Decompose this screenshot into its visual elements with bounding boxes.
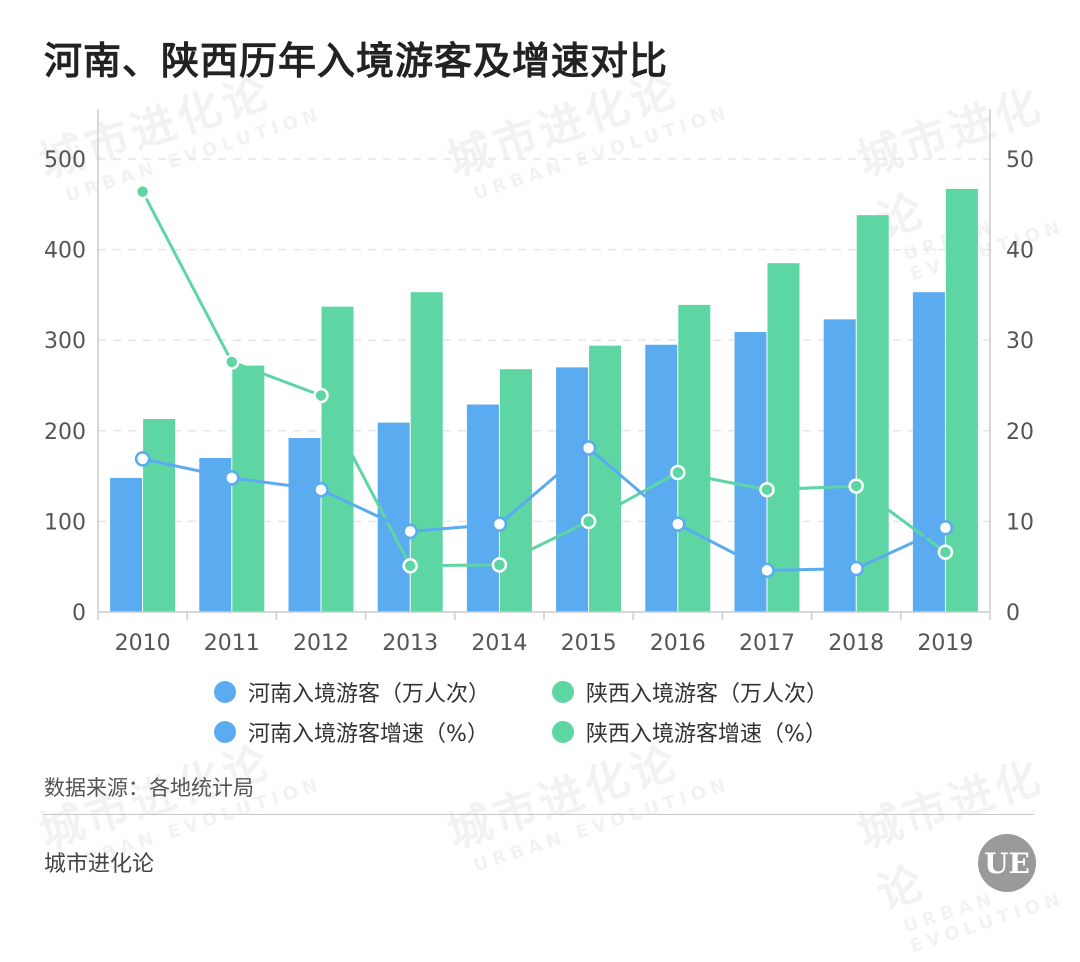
x-tick-label: 2018 bbox=[828, 631, 884, 656]
point-shaanxi-growth bbox=[580, 513, 597, 530]
point-shaanxi-growth bbox=[848, 478, 864, 494]
point-shaanxi-growth bbox=[224, 354, 240, 370]
point-shaanxi-growth bbox=[491, 557, 508, 573]
point-shaanxi-growth bbox=[670, 464, 686, 481]
footer-divider bbox=[44, 814, 1034, 815]
line-shaanxi-growth bbox=[141, 190, 947, 568]
y-left-tick-label: 0 bbox=[72, 601, 86, 626]
bar-shaanxi-visitors bbox=[767, 263, 800, 612]
bar-shaanxi-visitors bbox=[321, 306, 354, 612]
point-henan-growth bbox=[848, 560, 864, 577]
x-tick-label: 2019 bbox=[917, 631, 973, 656]
bar-shaanxi-visitors bbox=[499, 369, 532, 612]
x-tick-label: 2014 bbox=[471, 631, 527, 656]
bar-shaanxi-visitors bbox=[678, 304, 711, 612]
brand-name: 城市进化论 bbox=[44, 852, 155, 877]
bar-henan-visitors bbox=[466, 404, 499, 612]
legend-item-henan-visitors: 河南入境游客（万人次） bbox=[214, 676, 490, 708]
x-tick-label: 2016 bbox=[650, 631, 706, 656]
x-tick-label: 2015 bbox=[561, 631, 617, 656]
legend-dot-icon bbox=[214, 721, 236, 743]
legend-dot-icon bbox=[214, 681, 236, 703]
legend-label: 河南入境游客（万人次） bbox=[248, 682, 491, 707]
bar-henan-visitors bbox=[110, 477, 143, 612]
legend-item-shaanxi-growth: 陕西入境游客增速（%） bbox=[552, 716, 827, 748]
bar-shaanxi-visitors bbox=[589, 345, 622, 612]
point-henan-growth bbox=[670, 516, 686, 532]
y-right-tick-label: 50 bbox=[1006, 148, 1034, 173]
point-henan-growth bbox=[134, 451, 151, 467]
bar-shaanxi-visitors bbox=[856, 215, 889, 612]
point-henan-growth bbox=[313, 481, 329, 498]
bar-henan-visitors bbox=[645, 344, 678, 612]
data-source: 数据来源：各地统计局 bbox=[44, 776, 254, 800]
chart-title: 河南、陕西历年入境游客及增速对比 bbox=[44, 39, 669, 83]
legend-label: 陕西入境游客增速（%） bbox=[586, 722, 827, 747]
point-shaanxi-growth bbox=[759, 481, 775, 498]
bar-shaanxi-visitors bbox=[410, 292, 443, 612]
legend-dot-icon bbox=[552, 721, 574, 743]
point-henan-growth bbox=[491, 516, 508, 532]
x-tick-label: 2010 bbox=[115, 631, 171, 656]
point-henan-growth bbox=[937, 519, 954, 536]
y-right-tick-label: 10 bbox=[1006, 510, 1034, 535]
point-shaanxi-growth bbox=[134, 183, 151, 200]
point-henan-growth bbox=[402, 523, 418, 540]
x-tick-label: 2013 bbox=[382, 631, 438, 656]
point-shaanxi-growth bbox=[313, 387, 329, 404]
point-henan-growth bbox=[759, 562, 775, 579]
x-tick-label: 2011 bbox=[204, 631, 260, 656]
legend-label: 河南入境游客增速（%） bbox=[248, 722, 489, 747]
point-shaanxi-growth bbox=[937, 544, 954, 560]
bar-henan-visitors bbox=[912, 292, 945, 612]
legend-item-henan-growth: 河南入境游客增速（%） bbox=[214, 716, 489, 748]
bar-henan-visitors bbox=[823, 319, 856, 612]
x-tick-label: 2017 bbox=[739, 631, 795, 656]
legend-label: 陕西入境游客（万人次） bbox=[586, 682, 829, 707]
y-right-tick-label: 0 bbox=[1006, 601, 1020, 626]
legend-item-shaanxi-visitors: 陕西入境游客（万人次） bbox=[552, 676, 828, 708]
y-left-tick-label: 500 bbox=[44, 148, 86, 173]
urban-evolution-logo-icon: UE bbox=[978, 834, 1036, 892]
y-left-tick-label: 200 bbox=[44, 420, 86, 445]
y-right-tick-label: 40 bbox=[1006, 239, 1034, 264]
point-henan-growth bbox=[224, 470, 240, 486]
bar-shaanxi-visitors bbox=[143, 419, 176, 612]
bar-henan-visitors bbox=[199, 457, 232, 612]
line-henan-growth bbox=[142, 446, 947, 572]
x-tick-label: 2012 bbox=[293, 631, 349, 656]
y-left-tick-label: 300 bbox=[44, 329, 86, 354]
combo-chart: 0 100 200 300 400 500 0 10 20 30 40 50 2010 2011 2012 2… bbox=[44, 109, 1034, 656]
y-right-tick-label: 20 bbox=[1006, 420, 1034, 445]
bar-henan-visitors bbox=[288, 438, 321, 612]
bar-shaanxi-visitors bbox=[232, 365, 265, 612]
bar-henan-visitors bbox=[556, 367, 589, 612]
legend-dot-icon bbox=[552, 681, 574, 703]
bar-shaanxi-visitors bbox=[945, 188, 978, 612]
point-shaanxi-growth bbox=[402, 558, 418, 574]
y-left-tick-label: 400 bbox=[44, 239, 86, 264]
point-henan-growth bbox=[580, 440, 597, 456]
y-right-tick-label: 30 bbox=[1006, 329, 1034, 354]
y-left-tick-label: 100 bbox=[44, 510, 86, 535]
